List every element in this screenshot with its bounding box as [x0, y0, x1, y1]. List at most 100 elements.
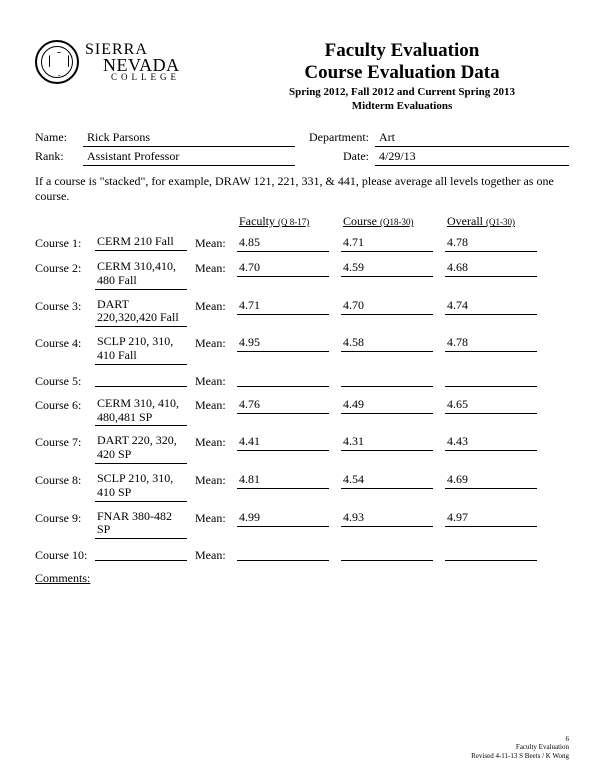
mean-label: Mean: — [195, 547, 237, 563]
rank-label: Rank: — [35, 149, 83, 166]
stacked-note: If a course is "stacked", for example, D… — [35, 174, 569, 204]
faculty-value: 4.41 — [237, 434, 329, 451]
name-value: Rick Parsons — [83, 130, 295, 147]
faculty-value: 4.95 — [237, 335, 329, 352]
course-name: CERM 310,410, 480 Fall — [95, 260, 187, 290]
overall-value: 4.68 — [445, 260, 537, 277]
seal-icon — [35, 40, 79, 84]
page-number: 6 — [471, 735, 569, 743]
title-line1: Faculty Evaluation — [235, 40, 569, 62]
faculty-value — [237, 373, 329, 387]
col-faculty: Faculty (Q 8-17) — [237, 214, 329, 229]
mean-label: Mean: — [195, 235, 237, 251]
title-line2: Course Evaluation Data — [235, 62, 569, 84]
course-number-label: Course 7: — [35, 434, 95, 450]
title-sub1: Spring 2012, Fall 2012 and Current Sprin… — [235, 86, 569, 98]
course-name: DART 220, 320, 420 SP — [95, 434, 187, 464]
course-value: 4.71 — [341, 235, 433, 252]
overall-value: 4.74 — [445, 298, 537, 315]
overall-value: 4.43 — [445, 434, 537, 451]
faculty-value: 4.99 — [237, 510, 329, 527]
course-value: 4.54 — [341, 472, 433, 489]
college-logo: SIERRA NEVADA COLLEGE — [35, 40, 235, 84]
course-value: 4.58 — [341, 335, 433, 352]
mean-label: Mean: — [195, 373, 237, 389]
logo-line3: COLLEGE — [85, 73, 180, 81]
course-number-label: Course 2: — [35, 260, 95, 276]
mean-label: Mean: — [195, 335, 237, 351]
logo-text: SIERRA NEVADA COLLEGE — [85, 43, 180, 82]
course-name — [95, 373, 187, 387]
footer: 6 Faculty Evaluation Revised 4-11-13 S B… — [471, 735, 569, 760]
col-overall-q: (Q1-30) — [486, 217, 515, 227]
overall-value: 4.78 — [445, 335, 537, 352]
info-row-1: Name: Rick Parsons Department: Art — [35, 130, 569, 147]
course-value: 4.70 — [341, 298, 433, 315]
dept-label: Department: — [295, 130, 375, 147]
logo-line2: NEVADA — [85, 57, 180, 73]
course-name: SCLP 210, 310, 410 Fall — [95, 335, 187, 365]
course-number-label: Course 4: — [35, 335, 95, 351]
table-row: Course 7:DART 220, 320, 420 SP Mean:4.41 4… — [35, 434, 569, 464]
faculty-value — [237, 547, 329, 561]
title-block: Faculty Evaluation Course Evaluation Dat… — [235, 40, 569, 112]
faculty-value: 4.85 — [237, 235, 329, 252]
course-name: SCLP 210, 310, 410 SP — [95, 472, 187, 502]
table-row: Course 9:FNAR 380-482 SP Mean:4.99 4.93 4.9… — [35, 510, 569, 540]
course-name: CERM 210 Fall — [95, 235, 187, 251]
course-name: FNAR 380-482 SP — [95, 510, 187, 540]
info-row-2: Rank: Assistant Professor Date: 4/29/13 — [35, 149, 569, 166]
mean-label: Mean: — [195, 510, 237, 526]
table-row: Course 10: Mean: — [35, 547, 569, 563]
col-overall: Overall (Q1-30) — [445, 214, 537, 229]
evaluation-table: Faculty (Q 8-17) Course (Q18-30) Overall… — [35, 214, 569, 563]
mean-label: Mean: — [195, 298, 237, 314]
table-row: Course 4:SCLP 210, 310, 410 Fall Mean:4.9… — [35, 335, 569, 365]
overall-value: 4.97 — [445, 510, 537, 527]
course-number-label: Course 1: — [35, 235, 95, 251]
col-faculty-q: (Q 8-17) — [278, 217, 309, 227]
course-value: 4.93 — [341, 510, 433, 527]
course-number-label: Course 8: — [35, 472, 95, 488]
header: SIERRA NEVADA COLLEGE Faculty Evaluation… — [35, 40, 569, 112]
col-course: Course (Q18-30) — [341, 214, 433, 229]
course-name — [95, 547, 187, 561]
faculty-value: 4.71 — [237, 298, 329, 315]
mean-label: Mean: — [195, 434, 237, 450]
course-value: 4.49 — [341, 397, 433, 414]
course-number-label: Course 10: — [35, 547, 95, 563]
overall-value — [445, 547, 537, 561]
overall-value: 4.69 — [445, 472, 537, 489]
faculty-value: 4.81 — [237, 472, 329, 489]
name-label: Name: — [35, 130, 83, 147]
faculty-value: 4.70 — [237, 260, 329, 277]
faculty-value: 4.76 — [237, 397, 329, 414]
mean-label: Mean: — [195, 472, 237, 488]
comments-label: Comments: — [35, 571, 569, 586]
col-faculty-label: Faculty — [239, 214, 275, 228]
course-name: DART 220,320,420 Fall — [95, 298, 187, 328]
table-row: Course 6:CERM 310, 410, 480,481 SPMean:4… — [35, 397, 569, 427]
overall-value — [445, 373, 537, 387]
course-value — [341, 373, 433, 387]
course-number-label: Course 6: — [35, 397, 95, 413]
title-sub2: Midterm Evaluations — [235, 100, 569, 112]
col-course-q: (Q18-30) — [380, 217, 414, 227]
table-row: Course 2:CERM 310,410, 480 Fall Mean:4.70… — [35, 260, 569, 290]
course-value: 4.31 — [341, 434, 433, 451]
course-number-label: Course 9: — [35, 510, 95, 526]
table-row: Course 1:CERM 210 FallMean:4.854.714.78 — [35, 235, 569, 252]
dept-value: Art — [375, 130, 569, 147]
mean-label: Mean: — [195, 260, 237, 276]
col-overall-label: Overall — [447, 214, 483, 228]
course-value: 4.59 — [341, 260, 433, 277]
footer-line2: Revised 4-11-13 S Beets / K Wong — [471, 752, 569, 760]
course-number-label: Course 3: — [35, 298, 95, 314]
footer-line1: Faculty Evaluation — [471, 743, 569, 751]
course-name: CERM 310, 410, 480,481 SP — [95, 397, 187, 427]
course-value — [341, 547, 433, 561]
overall-value: 4.65 — [445, 397, 537, 414]
table-row: Course 8:SCLP 210, 310, 410 SP Mean:4.81 4… — [35, 472, 569, 502]
rank-value: Assistant Professor — [83, 149, 295, 166]
date-label: Date: — [295, 149, 375, 166]
